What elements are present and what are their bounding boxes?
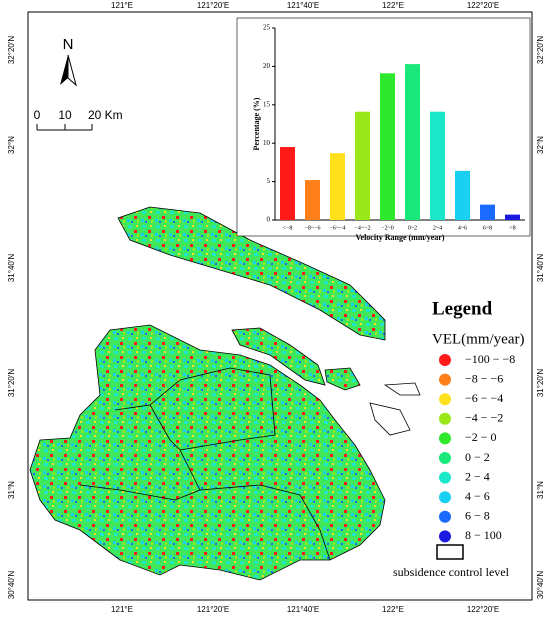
lat-label: 32°N [536, 136, 545, 154]
legend-swatch [439, 354, 451, 366]
lon-label: 121°E [111, 1, 133, 10]
lat-label: 31°N [536, 481, 545, 499]
x-tick-label: −6~−4 [329, 225, 345, 231]
lat-label: 30°40'N [536, 571, 545, 600]
lon-label: 122°20'E [467, 605, 499, 614]
lon-label: 121°20'E [197, 1, 229, 10]
legend-label: 6 − 8 [465, 509, 490, 523]
x-tick-label: 4~6 [458, 225, 467, 231]
x-tick-label: 2~4 [433, 225, 442, 231]
lon-label: 121°20'E [197, 605, 229, 614]
legend-label: −4 − −2 [465, 411, 503, 425]
legend-swatch [439, 373, 451, 386]
bar [455, 170, 470, 220]
scale-label: 20 Km [88, 108, 123, 122]
legend-swatch [439, 471, 451, 484]
x-tick-label: −2~0 [381, 225, 394, 231]
legend-label: 0 − 2 [465, 450, 490, 464]
scale-bar [36, 124, 93, 131]
lon-label: 122°20'E [467, 1, 499, 10]
x-tick-label: −8~−6 [304, 225, 320, 231]
scale-label: 0 [34, 108, 41, 122]
y-tick-label: 0 [267, 216, 271, 224]
lon-label: 122°E [382, 605, 404, 614]
land [29, 206, 421, 581]
legend-label: −100 − −8 [465, 352, 515, 366]
bar [505, 214, 520, 220]
x-tick-label: >8 [509, 225, 515, 231]
bar [280, 147, 295, 220]
lat-label: 31°40'N [536, 254, 545, 283]
legend-swatch [439, 452, 451, 464]
legend-subtitle: VEL(mm/year) [432, 331, 524, 347]
lat-label: 32°20'N [7, 36, 16, 65]
y-tick-label: 10 [263, 139, 271, 147]
legend-label: −2 − 0 [465, 430, 497, 444]
district-lines [79, 367, 331, 561]
bar [305, 180, 320, 220]
bar [355, 111, 370, 220]
legend-swatch [439, 530, 451, 543]
legend-label: −6 − −4 [465, 391, 503, 405]
bar [330, 153, 345, 220]
lat-label: 31°20'N [536, 369, 545, 398]
y-axis-label: Percentage (%) [252, 97, 261, 150]
y-tick-label: 5 [267, 177, 271, 185]
north-label: N [63, 36, 74, 53]
y-tick-label: 15 [263, 100, 271, 108]
lat-label: 31°40'N [7, 254, 16, 283]
x-tick-label: −4~−2 [354, 225, 370, 231]
lon-label: 121°40'E [287, 1, 319, 10]
lon-label: 121°40'E [287, 605, 319, 614]
legend-swatch [439, 491, 451, 504]
legend-boundary-label: subsidence control level [393, 565, 510, 579]
y-tick-label: 20 [263, 62, 271, 70]
legend-swatch [439, 412, 451, 425]
bar [430, 111, 445, 220]
legend-boundary-swatch [436, 544, 464, 560]
scale-label: 10 [58, 108, 72, 122]
legend-swatch [439, 393, 451, 406]
legend-swatch [439, 510, 451, 523]
lon-label: 122°E [382, 1, 404, 10]
x-tick-label: 0~2 [408, 225, 417, 231]
lat-label: 30°40'N [7, 571, 16, 600]
y-tick-label: 25 [263, 24, 271, 32]
bar [380, 73, 395, 220]
legend-label: 4 − 6 [465, 489, 490, 503]
x-axis-label: Velocity Range (mm/year) [355, 233, 444, 242]
legend-swatch [439, 432, 451, 445]
legend-label: 8 − 100 [465, 528, 502, 542]
x-tick-label: <−8 [283, 225, 293, 231]
legend-label: 2 − 4 [465, 469, 490, 483]
lon-label: 121°E [111, 605, 133, 614]
lat-label: 31°N [7, 481, 16, 499]
lat-label: 32°20'N [536, 36, 545, 65]
bar [405, 64, 420, 220]
bar [480, 204, 495, 220]
legend-label: −8 − −6 [465, 371, 503, 385]
north-arrow: N [60, 36, 77, 87]
lat-label: 32°N [7, 136, 16, 154]
x-tick-label: 6~8 [483, 225, 492, 231]
lat-label: 31°20'N [7, 369, 16, 398]
legend-title: Legend [432, 298, 493, 319]
